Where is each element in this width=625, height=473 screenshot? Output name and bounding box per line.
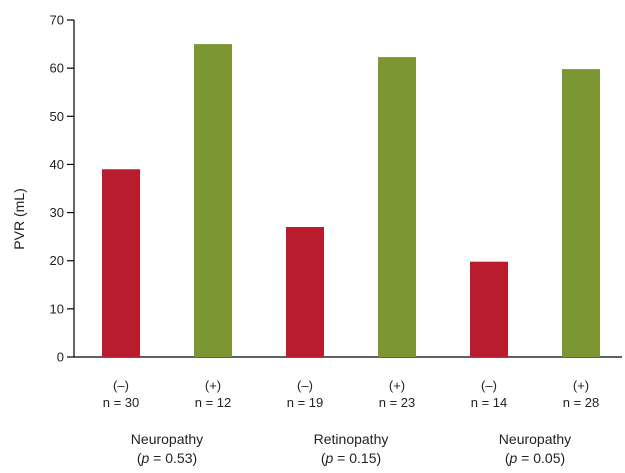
bar-sign-label: (–) xyxy=(481,378,497,393)
group-p-value: (p = 0.05) xyxy=(505,450,565,466)
y-axis-title: PVR (mL) xyxy=(11,188,27,249)
bar-n-label: n = 12 xyxy=(195,395,232,410)
bar-sign-label: (–) xyxy=(297,378,313,393)
group-label: Retinopathy xyxy=(314,431,389,447)
bar-n-label: n = 28 xyxy=(563,395,600,410)
bar xyxy=(286,227,324,357)
bar xyxy=(470,261,508,357)
group-p-value: (p = 0.15) xyxy=(321,450,381,466)
bar-n-label: n = 30 xyxy=(103,395,140,410)
group-label: Neuropathy xyxy=(499,431,571,447)
bar xyxy=(378,57,416,357)
y-tick-label: 50 xyxy=(50,109,64,124)
group-label: Neuropathy xyxy=(131,431,203,447)
p-value-open: ( xyxy=(505,450,510,466)
bar-n-label: n = 19 xyxy=(287,395,324,410)
p-value-text: = 0.05) xyxy=(517,450,565,466)
bar xyxy=(102,169,140,357)
bar-n-label: n = 14 xyxy=(471,395,508,410)
y-tick-label: 60 xyxy=(50,61,64,76)
p-value-open: ( xyxy=(321,450,326,466)
p-value-text: = 0.15) xyxy=(333,450,381,466)
group-p-value: (p = 0.53) xyxy=(137,450,197,466)
p-value-symbol: p xyxy=(325,450,334,466)
y-tick-label: 40 xyxy=(50,157,64,172)
p-value-symbol: p xyxy=(509,450,518,466)
bar-sign-label: (+) xyxy=(389,378,405,393)
bars xyxy=(102,44,600,357)
bar xyxy=(194,44,232,357)
y-axis: 0 10 20 30 40 50 60 70 xyxy=(50,13,75,365)
y-tick-label: 70 xyxy=(50,13,64,28)
bar-sign-label: (+) xyxy=(205,378,221,393)
p-value-open: ( xyxy=(137,450,142,466)
bar-n-label: n = 23 xyxy=(379,395,416,410)
group-labels: Neuropathy(p = 0.53)Retinopathy(p = 0.15… xyxy=(131,431,571,466)
bar-sign-label: (+) xyxy=(573,378,589,393)
bar-sign-label: (–) xyxy=(113,378,129,393)
p-value-text: = 0.53) xyxy=(149,450,197,466)
p-value-symbol: p xyxy=(141,450,150,466)
y-tick-label: 10 xyxy=(50,301,64,316)
y-tick-label: 0 xyxy=(57,350,64,365)
y-tick-label: 30 xyxy=(50,205,64,220)
category-labels: (–) n = 30 (+) n = 12 (–) n = 19 (+) n = 23 (–) n… xyxy=(103,378,600,410)
y-tick-label: 20 xyxy=(50,253,64,268)
bar xyxy=(562,69,600,357)
